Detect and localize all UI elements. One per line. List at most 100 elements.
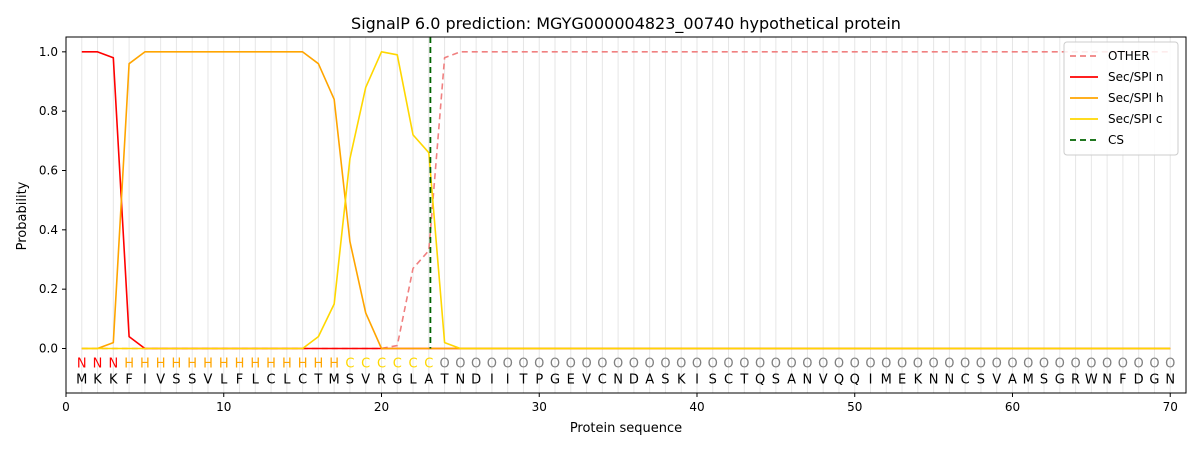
amino-acid-label: C: [598, 373, 607, 388]
legend-label: OTHER: [1108, 49, 1150, 63]
amino-acid-label: V: [582, 373, 591, 388]
region-label: O: [913, 357, 923, 372]
amino-acid-label: A: [645, 373, 654, 388]
amino-acid-label: V: [992, 373, 1001, 388]
amino-acid-label: K: [93, 373, 102, 388]
series-lines: [81, 51, 1171, 350]
region-label: O: [960, 357, 970, 372]
amino-acid-label: I: [143, 373, 147, 388]
region-label: H: [235, 357, 245, 372]
region-label: H: [156, 357, 166, 372]
amino-acid-label: Q: [850, 373, 860, 388]
x-tick-label: 40: [689, 400, 704, 414]
amino-acid-label: S: [346, 373, 354, 388]
amino-acid-label: N: [1102, 373, 1112, 388]
amino-acid-label: I: [506, 373, 510, 388]
amino-acid-label: C: [298, 373, 307, 388]
amino-acid-label: C: [961, 373, 970, 388]
region-label: O: [1134, 357, 1144, 372]
region-label: O: [1102, 357, 1112, 372]
region-label: O: [818, 357, 828, 372]
y-tick-label: 0.6: [39, 164, 58, 178]
amino-acid-label: M: [329, 373, 340, 388]
amino-acid-label: F: [236, 373, 243, 388]
region-label: O: [1086, 357, 1096, 372]
series-line-sec-spi-c: [81, 51, 1171, 350]
amino-acid-label: S: [1040, 373, 1048, 388]
y-tick-label: 1.0: [39, 45, 58, 59]
y-tick-label: 0.0: [39, 342, 58, 356]
region-label: O: [534, 357, 544, 372]
region-label: N: [93, 357, 103, 372]
region-label: O: [597, 357, 607, 372]
amino-acid-label: K: [109, 373, 118, 388]
y-tick-label: 0.4: [39, 223, 58, 237]
region-label: O: [928, 357, 938, 372]
amino-acid-label: N: [945, 373, 955, 388]
region-label: O: [755, 357, 765, 372]
region-label: O: [708, 357, 718, 372]
amino-acid-label: R: [377, 373, 386, 388]
region-label: O: [676, 357, 686, 372]
region-label: O: [645, 357, 655, 372]
amino-acid-label: N: [803, 373, 813, 388]
region-label: O: [850, 357, 860, 372]
axes: 0 10 20 30 40 50 60 70 0.0 0.2 0.4 0.6 0.8 1.0: [39, 36, 1187, 414]
amino-acid-label: M: [1023, 373, 1034, 388]
region-label: O: [865, 357, 875, 372]
amino-acid-label: K: [677, 373, 686, 388]
region-label: O: [471, 357, 481, 372]
amino-acid-label: M: [881, 373, 892, 388]
region-label: O: [503, 357, 513, 372]
x-tick-label: 30: [532, 400, 547, 414]
region-label: H: [298, 357, 308, 372]
amino-acid-label: A: [1008, 373, 1017, 388]
region-label: C: [424, 357, 433, 372]
series-line-other: [81, 51, 1171, 350]
region-label: N: [108, 357, 118, 372]
region-label: O: [518, 357, 528, 372]
amino-acid-label: F: [125, 373, 132, 388]
amino-acid-label: G: [1055, 373, 1065, 388]
region-label: O: [881, 357, 891, 372]
region-label: O: [629, 357, 639, 372]
region-label: H: [172, 357, 182, 372]
amino-acid-label: T: [739, 373, 748, 388]
amino-acid-label: V: [819, 373, 828, 388]
amino-acid-label: W: [1085, 373, 1098, 388]
region-label: O: [1070, 357, 1080, 372]
region-label: H: [219, 357, 229, 372]
series-line-sec-spi-n: [81, 51, 1171, 350]
region-label: O: [1023, 357, 1033, 372]
x-tick-label: 10: [216, 400, 231, 414]
region-label: C: [377, 357, 386, 372]
y-tick-label: 0.2: [39, 282, 58, 296]
amino-acid-label: L: [283, 373, 291, 388]
region-label: H: [329, 357, 339, 372]
region-label: N: [77, 357, 87, 372]
region-label: H: [203, 357, 213, 372]
region-label: O: [692, 357, 702, 372]
y-tick-label: 0.8: [39, 104, 58, 118]
amino-acid-label: A: [787, 373, 796, 388]
amino-acid-label: D: [629, 373, 639, 388]
amino-acid-label: T: [518, 373, 527, 388]
amino-acid-label: T: [440, 373, 449, 388]
region-label: H: [140, 357, 150, 372]
series-line-sec-spi-h: [81, 51, 1171, 350]
amino-acid-label: T: [313, 373, 322, 388]
region-label: O: [566, 357, 576, 372]
amino-acid-label: E: [567, 373, 575, 388]
amino-acid-label: N: [455, 373, 465, 388]
amino-acid-label: E: [898, 373, 906, 388]
region-label: C: [345, 357, 354, 372]
region-label: O: [739, 357, 749, 372]
amino-acid-label: G: [392, 373, 402, 388]
amino-acid-label: V: [204, 373, 213, 388]
region-label: H: [124, 357, 134, 372]
amino-acid-label: A: [424, 373, 433, 388]
amino-acid-label: D: [471, 373, 481, 388]
amino-acid-label: K: [914, 373, 923, 388]
region-label: H: [266, 357, 276, 372]
region-label: O: [455, 357, 465, 372]
